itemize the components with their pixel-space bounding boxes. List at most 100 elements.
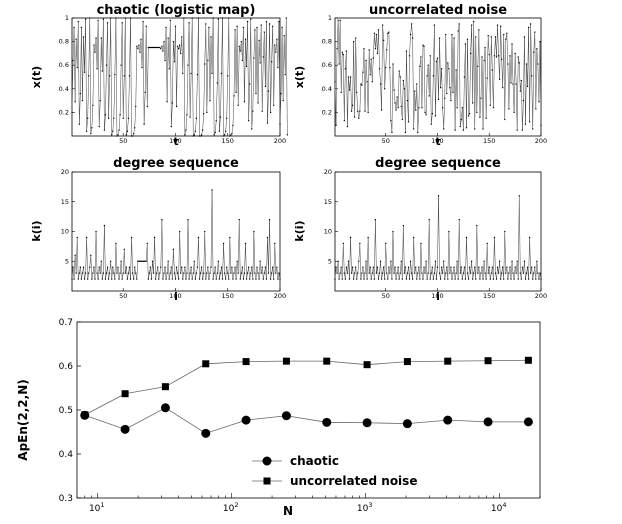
data-point bbox=[114, 278, 116, 280]
data-point bbox=[425, 260, 427, 262]
legend-marker-square bbox=[263, 477, 271, 485]
data-point bbox=[395, 278, 397, 280]
data-point bbox=[250, 272, 252, 274]
data-point bbox=[517, 278, 519, 280]
data-point bbox=[118, 129, 120, 131]
data-point bbox=[450, 266, 452, 268]
data-point bbox=[175, 105, 178, 108]
data-point bbox=[134, 127, 136, 129]
data-point bbox=[483, 260, 485, 262]
data-point bbox=[151, 260, 154, 262]
data-point bbox=[378, 272, 381, 274]
data-point bbox=[464, 43, 467, 45]
data-point bbox=[105, 64, 108, 66]
data-point bbox=[338, 63, 340, 65]
data-point-square bbox=[363, 361, 371, 369]
y-tick-label: 1 bbox=[65, 14, 69, 22]
data-point bbox=[343, 120, 345, 122]
data-point bbox=[72, 59, 74, 62]
data-point bbox=[409, 260, 412, 262]
data-point bbox=[224, 272, 226, 274]
data-point bbox=[494, 272, 497, 274]
data-point-circle bbox=[443, 415, 453, 425]
data-point-square bbox=[202, 360, 210, 368]
data-point bbox=[471, 260, 473, 262]
data-point bbox=[413, 236, 415, 239]
data-point bbox=[364, 272, 366, 274]
data-point bbox=[251, 266, 253, 268]
data-point bbox=[424, 272, 426, 274]
x-tick-label: 150 bbox=[222, 292, 234, 300]
series-line bbox=[334, 195, 542, 280]
data-point bbox=[456, 260, 458, 262]
data-point bbox=[478, 266, 480, 268]
data-point bbox=[129, 278, 132, 280]
data-point bbox=[400, 105, 402, 108]
data-point bbox=[142, 20, 144, 23]
data-point bbox=[394, 266, 396, 268]
data-point bbox=[92, 272, 94, 274]
data-point bbox=[192, 272, 194, 274]
data-point bbox=[165, 26, 167, 29]
data-point bbox=[187, 64, 189, 66]
x-tick-label: 50 bbox=[382, 292, 390, 300]
data-point bbox=[448, 68, 450, 70]
data-point bbox=[506, 266, 508, 268]
data-point bbox=[521, 129, 523, 131]
data-point bbox=[238, 219, 240, 221]
data-point bbox=[162, 50, 164, 52]
data-point bbox=[368, 272, 370, 274]
data-point bbox=[510, 82, 512, 84]
data-point bbox=[375, 272, 378, 274]
data-point bbox=[346, 272, 349, 274]
data-point bbox=[538, 278, 540, 280]
data-point bbox=[91, 278, 93, 280]
data-point bbox=[279, 278, 281, 280]
data-point bbox=[175, 266, 178, 268]
data-point bbox=[457, 278, 459, 280]
data-point bbox=[427, 64, 429, 66]
data-point bbox=[145, 25, 147, 27]
data-point bbox=[225, 130, 227, 132]
data-point bbox=[98, 125, 100, 128]
data-point bbox=[519, 90, 521, 92]
y-tick-label: 0.6 bbox=[59, 61, 69, 69]
data-point bbox=[275, 272, 277, 274]
data-point bbox=[168, 68, 170, 70]
data-point bbox=[394, 102, 396, 104]
data-point bbox=[367, 236, 369, 239]
plot-frame bbox=[334, 17, 542, 137]
data-point bbox=[470, 52, 472, 54]
data-point bbox=[371, 272, 373, 274]
data-point bbox=[277, 66, 279, 69]
data-point bbox=[442, 272, 444, 274]
data-point bbox=[522, 272, 524, 274]
data-point bbox=[217, 260, 219, 262]
data-point bbox=[494, 36, 497, 38]
data-point bbox=[141, 260, 143, 262]
data-point bbox=[373, 278, 375, 280]
data-point bbox=[374, 48, 376, 50]
data-point bbox=[74, 101, 76, 103]
data-point bbox=[430, 123, 432, 125]
data-point-circle bbox=[322, 417, 332, 427]
data-point bbox=[80, 278, 83, 280]
data-point bbox=[251, 128, 253, 130]
data-point bbox=[159, 272, 161, 274]
data-point bbox=[265, 278, 268, 280]
data-point bbox=[432, 278, 434, 280]
data-point bbox=[279, 123, 281, 125]
data-point bbox=[364, 110, 366, 112]
data-point bbox=[106, 266, 109, 268]
data-point bbox=[98, 266, 100, 268]
data-point bbox=[337, 19, 339, 21]
data-point bbox=[335, 266, 337, 268]
data-point bbox=[140, 38, 142, 40]
data-point bbox=[178, 48, 180, 50]
data-point bbox=[486, 77, 488, 79]
data-point bbox=[274, 242, 276, 244]
data-point bbox=[243, 101, 246, 103]
data-point bbox=[341, 51, 343, 53]
data-point bbox=[480, 272, 482, 274]
